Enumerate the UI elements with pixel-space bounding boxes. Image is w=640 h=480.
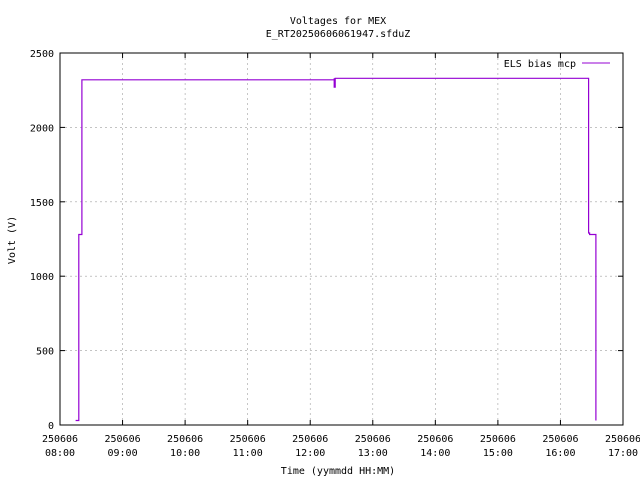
x-tick-label: 09:00 [108,448,138,459]
x-tick-label: 16:00 [545,448,575,459]
x-tick-label: 250606 [292,434,328,445]
x-axis-label: Time (yymmdd HH:MM) [281,466,395,477]
series-line [75,77,597,422]
y-tick-label: 1000 [30,272,54,283]
plot-frame [59,52,624,426]
y-tick-label: 1500 [30,198,54,209]
y-tick-label: 0 [48,421,54,432]
legend-label: ELS bias mcp [504,59,576,70]
x-tick-label: 250606 [542,434,578,445]
x-tick-label: 15:00 [483,448,513,459]
chart-subtitle: E_RT20250606061947.sfduZ [266,29,411,40]
x-tick-label: 250606 [230,434,266,445]
x-tick-label: 11:00 [233,448,263,459]
y-tick-label: 2500 [30,49,54,60]
x-tick-label: 250606 [42,434,78,445]
legend: ELS bias mcp [504,59,610,70]
x-tick-label: 08:00 [45,448,75,459]
series-layer [75,77,597,422]
x-tick-label: 10:00 [170,448,200,459]
x-tick-label: 12:00 [295,448,325,459]
x-tick-label: 250606 [167,434,203,445]
x-tick-label: 250606 [417,434,453,445]
x-tick-label: 17:00 [608,448,638,459]
y-tick-label: 500 [36,347,54,358]
x-tick-label: 250606 [355,434,391,445]
x-tick-label: 14:00 [420,448,450,459]
x-tick-label: 250606 [605,434,640,445]
x-tick-label: 250606 [480,434,516,445]
chart-title: Voltages for MEX [290,16,386,27]
y-axis-label: Volt (V) [7,216,18,264]
axis-ticks: 250606 08:00 250606 09:00 250606 10:00 250606 1… [30,49,640,459]
x-tick-label: 13:00 [358,448,388,459]
y-tick-label: 2000 [30,123,54,134]
grid [60,53,623,425]
x-tick-label: 250606 [104,434,140,445]
